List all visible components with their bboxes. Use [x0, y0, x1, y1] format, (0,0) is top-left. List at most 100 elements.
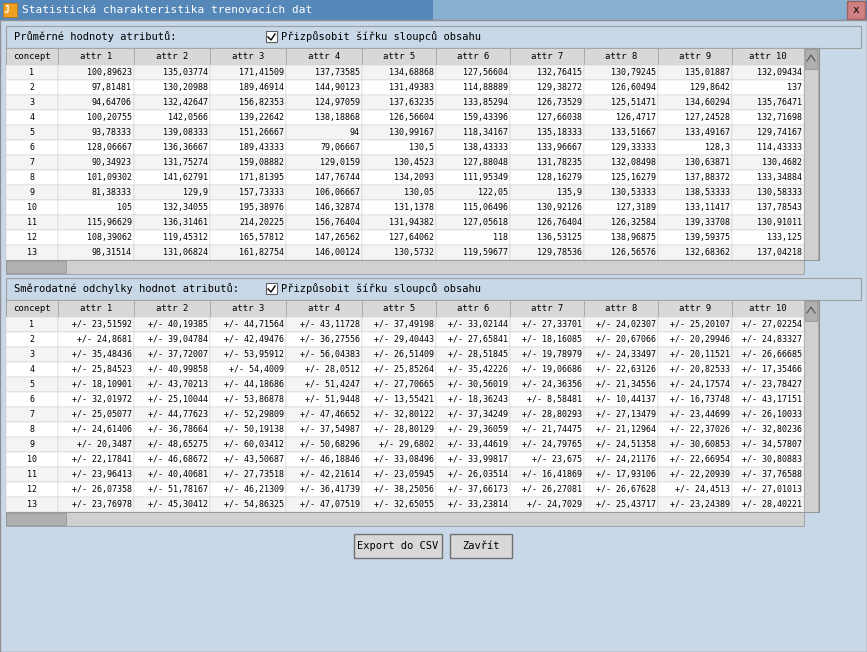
- Bar: [210, 140, 286, 155]
- Text: +/- 37,49198: +/- 37,49198: [374, 320, 434, 329]
- Text: 132,76415: 132,76415: [537, 68, 582, 77]
- Text: 159,08882: 159,08882: [239, 158, 284, 167]
- Text: +/- 20,11521: +/- 20,11521: [670, 350, 730, 359]
- Text: 94,64706: 94,64706: [92, 98, 132, 107]
- Bar: [362, 110, 436, 125]
- Text: +/- 20,82533: +/- 20,82533: [670, 365, 730, 374]
- Bar: [510, 200, 584, 215]
- Bar: [286, 200, 362, 215]
- Bar: [6, 230, 58, 245]
- Text: 131,94382: 131,94382: [389, 218, 434, 227]
- Bar: [58, 140, 134, 155]
- Bar: [732, 422, 804, 437]
- Text: 8: 8: [29, 173, 35, 182]
- Text: +/- 47,07519: +/- 47,07519: [300, 500, 360, 509]
- Text: attr 4: attr 4: [308, 52, 340, 61]
- Bar: [510, 110, 584, 125]
- Text: +/- 28,51845: +/- 28,51845: [448, 350, 508, 359]
- Text: +/- 19,06686: +/- 19,06686: [522, 365, 582, 374]
- Text: +/- 44,77623: +/- 44,77623: [148, 410, 208, 419]
- Text: +/- 37,76588: +/- 37,76588: [742, 470, 802, 479]
- Text: attr 9: attr 9: [679, 52, 711, 61]
- Bar: [436, 230, 510, 245]
- Text: 147,76744: 147,76744: [315, 173, 360, 182]
- Bar: [436, 185, 510, 200]
- Bar: [210, 467, 286, 482]
- Text: 127,66038: 127,66038: [537, 113, 582, 122]
- Bar: [584, 245, 658, 260]
- Text: +/- 23,05945: +/- 23,05945: [374, 470, 434, 479]
- Text: +/- 47,46652: +/- 47,46652: [300, 410, 360, 419]
- Text: 138,96875: 138,96875: [611, 233, 656, 242]
- Bar: [286, 65, 362, 80]
- Text: 13: 13: [27, 248, 37, 257]
- Bar: [658, 482, 732, 497]
- Bar: [286, 170, 362, 185]
- Text: Přizpůsobit šířku sloupců obsahu: Přizpůsobit šířku sloupců obsahu: [281, 284, 481, 295]
- Bar: [658, 407, 732, 422]
- Bar: [658, 377, 732, 392]
- Bar: [732, 95, 804, 110]
- Bar: [210, 347, 286, 362]
- Text: +/- 37,72007: +/- 37,72007: [148, 350, 208, 359]
- Text: +/- 27,73518: +/- 27,73518: [224, 470, 284, 479]
- Bar: [584, 48, 658, 65]
- Text: 133,85294: 133,85294: [463, 98, 508, 107]
- Text: 126,73529: 126,73529: [537, 98, 582, 107]
- Bar: [658, 170, 732, 185]
- Bar: [286, 48, 362, 65]
- Text: +/- 24,8681: +/- 24,8681: [77, 335, 132, 344]
- Bar: [58, 332, 134, 347]
- Bar: [134, 65, 210, 80]
- Bar: [286, 300, 362, 317]
- Text: +/- 27,65841: +/- 27,65841: [448, 335, 508, 344]
- Text: Export do CSV: Export do CSV: [357, 541, 439, 551]
- Bar: [658, 200, 732, 215]
- Bar: [584, 140, 658, 155]
- Text: +/- 29,36059: +/- 29,36059: [448, 425, 508, 434]
- Text: +/- 42,49476: +/- 42,49476: [224, 335, 284, 344]
- Bar: [210, 300, 286, 317]
- Text: +/- 52,29809: +/- 52,29809: [224, 410, 284, 419]
- Text: +/- 23,51592: +/- 23,51592: [72, 320, 132, 329]
- Bar: [805, 49, 817, 69]
- Text: 133,34884: 133,34884: [757, 173, 802, 182]
- Text: 79,06667: 79,06667: [320, 143, 360, 152]
- Text: 6: 6: [29, 395, 35, 404]
- Text: 4: 4: [29, 365, 35, 374]
- Text: 139,59375: 139,59375: [685, 233, 730, 242]
- Bar: [210, 215, 286, 230]
- Text: 4: 4: [29, 113, 35, 122]
- Text: +/- 24,21176: +/- 24,21176: [596, 455, 656, 464]
- Text: +/- 53,95912: +/- 53,95912: [224, 350, 284, 359]
- Text: +/- 53,86878: +/- 53,86878: [224, 395, 284, 404]
- Bar: [286, 437, 362, 452]
- Bar: [510, 80, 584, 95]
- Text: Zavřít: Zavřít: [462, 541, 499, 551]
- Bar: [58, 407, 134, 422]
- Bar: [433, 0, 866, 20]
- Bar: [134, 48, 210, 65]
- Bar: [286, 230, 362, 245]
- Bar: [436, 170, 510, 185]
- Text: +/- 27,01013: +/- 27,01013: [742, 485, 802, 494]
- Bar: [210, 230, 286, 245]
- Text: Statistická charakteristika trenovacích dat: Statistická charakteristika trenovacích …: [22, 5, 312, 15]
- Bar: [58, 155, 134, 170]
- Text: 128,06667: 128,06667: [87, 143, 132, 152]
- Bar: [134, 482, 210, 497]
- Text: +/- 51,9448: +/- 51,9448: [305, 395, 360, 404]
- Bar: [58, 422, 134, 437]
- Bar: [510, 377, 584, 392]
- Bar: [6, 80, 58, 95]
- Bar: [584, 200, 658, 215]
- Text: +/- 22,20939: +/- 22,20939: [670, 470, 730, 479]
- Text: attr 5: attr 5: [383, 304, 415, 313]
- Bar: [847, 1, 865, 19]
- Text: 214,20225: 214,20225: [239, 218, 284, 227]
- Text: +/- 44,71564: +/- 44,71564: [224, 320, 284, 329]
- Text: +/- 24,79765: +/- 24,79765: [522, 440, 582, 449]
- Text: attr 4: attr 4: [308, 304, 340, 313]
- Bar: [134, 155, 210, 170]
- Bar: [134, 200, 210, 215]
